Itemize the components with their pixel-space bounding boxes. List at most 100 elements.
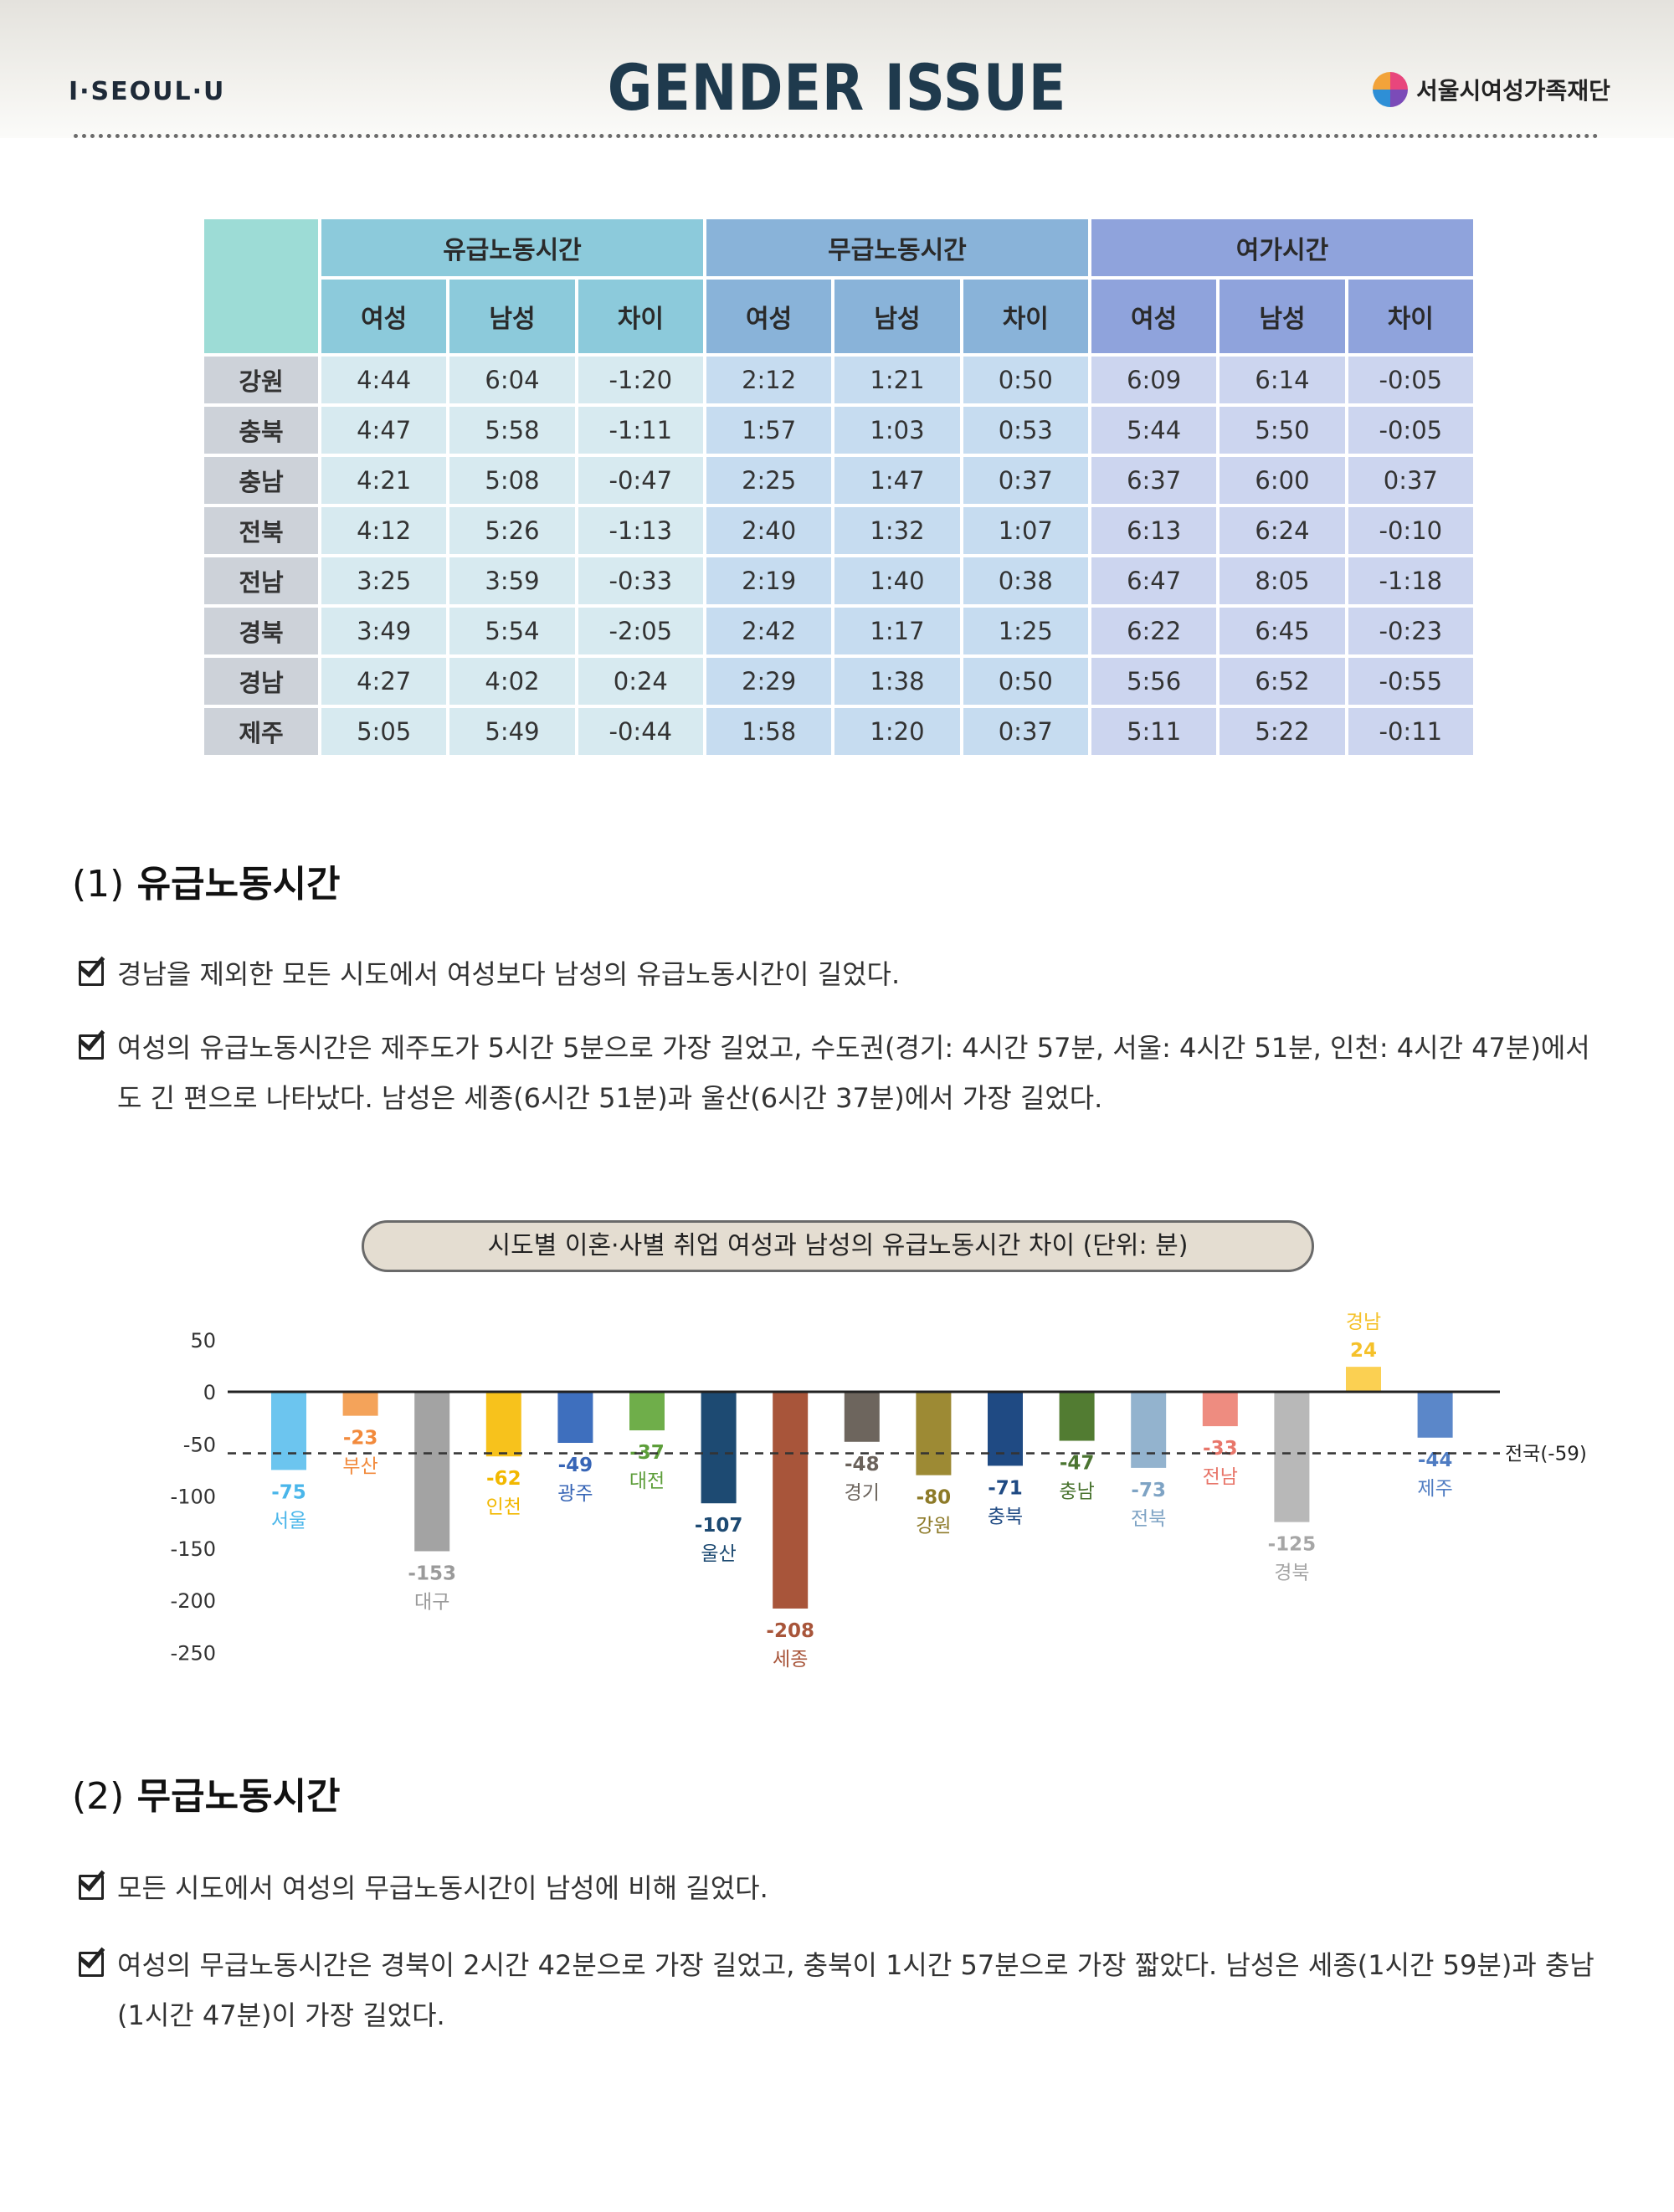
table-row: 제주 5:05 5:49 -0:44 1:58 1:20 0:37 5:11 5:22 -0:11	[204, 708, 1473, 755]
table-cell: -0:33	[578, 557, 703, 604]
table-cell: 0:24	[578, 658, 703, 705]
category-label: 대전	[629, 1470, 665, 1492]
table-cell: -0:05	[1348, 407, 1473, 454]
category-label: 강원	[916, 1516, 951, 1537]
table-cell: 1:21	[834, 357, 960, 403]
table-cell: 5:22	[1220, 708, 1345, 755]
table-cell: -1:20	[578, 357, 703, 403]
data-label: -37	[629, 1442, 665, 1464]
table-cell: 2:40	[706, 507, 832, 554]
y-tick-label: -250	[171, 1641, 216, 1665]
table-cell: -1:11	[578, 407, 703, 454]
section-heading-unpaid: (2) 무급노동시간	[72, 1766, 341, 1819]
brand-right-text: 서울시여성가족재단	[1416, 77, 1610, 105]
bullet-item: 경남을 제외한 모든 시도에서 여성보다 남성의 유급노동시간이 길었다.	[79, 949, 1599, 999]
foundation-logo-icon	[1373, 72, 1408, 107]
header-divider	[74, 134, 1599, 138]
brand-right: 서울시여성가족재단	[1373, 72, 1610, 107]
table-cell: 4:27	[321, 658, 447, 705]
table-cell: 5:50	[1220, 407, 1345, 454]
table-cell: 1:17	[834, 608, 960, 654]
data-label: -80	[917, 1487, 952, 1509]
table-cell: 0:37	[1348, 457, 1473, 504]
table-cell: 5:54	[449, 608, 575, 654]
table-cell: 4:47	[321, 407, 447, 454]
category-label: 충남	[1059, 1481, 1094, 1503]
group-header-paid: 유급노동시간	[321, 219, 703, 276]
subheader-cell: 여성	[706, 280, 832, 353]
table-cell: 0:37	[963, 708, 1088, 755]
table-cell: 1:32	[834, 507, 960, 554]
subheader-cell: 남성	[449, 280, 575, 353]
table-cell: -0:05	[1348, 357, 1473, 403]
table-cell: 5:58	[449, 407, 575, 454]
data-label: -49	[558, 1455, 593, 1476]
table-cell: 1:20	[834, 708, 960, 755]
data-label: -153	[408, 1563, 456, 1584]
table-cell: 1:58	[706, 708, 832, 755]
table-cell: 1:47	[834, 457, 960, 504]
table-row: 경남 4:27 4:02 0:24 2:29 1:38 0:50 5:56 6:52 -0:55	[204, 658, 1473, 705]
section-number: (2)	[72, 1775, 125, 1818]
table-cell: 6:09	[1091, 357, 1217, 403]
category-label: 대구	[414, 1591, 449, 1613]
bar-제주	[1417, 1392, 1453, 1438]
table-cell: -0:55	[1348, 658, 1473, 705]
bullet-text: 모든 시도에서 여성의 무급노동시간이 남성에 비해 길었다.	[117, 1872, 768, 1904]
section-title: 유급노동시간	[136, 863, 341, 906]
table-cell: 2:12	[706, 357, 832, 403]
table-cell: 4:21	[321, 457, 447, 504]
bar-전북	[1131, 1392, 1167, 1468]
table-cell: 6:04	[449, 357, 575, 403]
category-label: 충북	[988, 1506, 1023, 1527]
national-average-label: 전국(-59)	[1505, 1443, 1587, 1465]
section-title: 무급노동시간	[136, 1775, 341, 1818]
data-label: -73	[1131, 1480, 1166, 1501]
y-tick-label: -200	[171, 1589, 216, 1613]
bar-서울	[271, 1392, 306, 1470]
row-region-label: 전남	[204, 557, 318, 604]
chart-title: 시도별 이혼·사별 취업 여성과 남성의 유급노동시간 차이 (단위: 분)	[362, 1220, 1314, 1272]
table-cell: 2:19	[706, 557, 832, 604]
category-label: 부산	[342, 1456, 377, 1478]
group-header-unpaid: 무급노동시간	[706, 219, 1088, 276]
table-row: 강원 4:44 6:04 -1:20 2:12 1:21 0:50 6:09 6:14 -0:05	[204, 357, 1473, 403]
data-label: -44	[1418, 1450, 1453, 1471]
category-label: 경남	[1346, 1311, 1381, 1333]
table-cell: 5:26	[449, 507, 575, 554]
y-tick-label: 0	[203, 1381, 216, 1404]
table-cell: -0:44	[578, 708, 703, 755]
bar-경남	[1346, 1367, 1381, 1392]
bar-광주	[557, 1392, 593, 1444]
bar-세종	[773, 1392, 809, 1609]
table-cell: 3:49	[321, 608, 447, 654]
category-label: 제주	[1417, 1478, 1452, 1500]
checkbox-check-icon	[79, 1875, 104, 1900]
table-cell: 1:07	[963, 507, 1088, 554]
table-cell: 1:03	[834, 407, 960, 454]
table-cell: 6:24	[1220, 507, 1345, 554]
table-cell: 0:50	[963, 357, 1088, 403]
category-label: 광주	[557, 1483, 593, 1505]
table-cell: 6:52	[1220, 658, 1345, 705]
checkbox-check-icon	[79, 1952, 104, 1977]
data-label: -125	[1268, 1534, 1317, 1556]
table-cell: 5:11	[1091, 708, 1217, 755]
table-cell: 4:44	[321, 357, 447, 403]
table-cell: 0:37	[963, 457, 1088, 504]
table-cell: 6:47	[1091, 557, 1217, 604]
bullet-text: 여성의 유급노동시간은 제주도가 5시간 5분으로 가장 길었고, 수도권(경기…	[117, 1032, 1590, 1114]
table-cell: 4:12	[321, 507, 447, 554]
region-time-table: 유급노동시간 무급노동시간 여가시간 여성 남성 차이 여성 남성 차이 여성 …	[201, 216, 1476, 758]
row-region-label: 전북	[204, 507, 318, 554]
data-label: -48	[845, 1454, 880, 1476]
bar-경기	[844, 1392, 880, 1442]
bullet-item: 여성의 무급노동시간은 경북이 2시간 42분으로 가장 길었고, 충북이 1시…	[79, 1940, 1599, 2040]
header-title: GENDER ISSUE	[607, 50, 1067, 125]
bar-충남	[1059, 1392, 1095, 1441]
data-label: -23	[343, 1428, 378, 1450]
category-label: 울산	[701, 1543, 736, 1565]
brand-left-logo: I·SEOUL·U	[69, 77, 226, 106]
table-cell: 5:56	[1091, 658, 1217, 705]
data-label: -107	[695, 1515, 743, 1537]
